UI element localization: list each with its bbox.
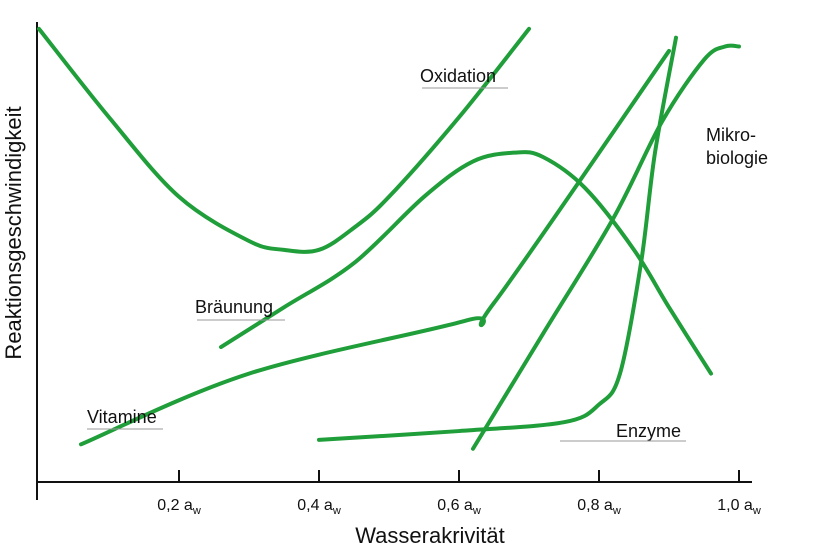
x-tick-label: 0,2 aw [157, 497, 201, 517]
curves [37, 26, 741, 451]
curve-oxidation [37, 26, 531, 254]
x-tick-label: 0,4 aw [297, 497, 341, 517]
curve-br-unung [219, 150, 713, 376]
curve-vitamine [79, 48, 671, 447]
y-axis-title: Reaktionsgeschwindigkeit [1, 106, 26, 359]
label-enzyme: Enzyme [616, 421, 681, 441]
curve-enzyme [317, 35, 678, 442]
label-br-unung: Bräunung [195, 297, 273, 317]
label-vitamine: Vitamine [87, 407, 157, 427]
curve-labels: Oxidation Bräunung Vitamine Enzyme Mikro-bio… [87, 66, 768, 442]
x-tick-label: 0,6 aw [437, 497, 481, 517]
label-mikrobiologie: Mikro-biologie [706, 125, 768, 168]
x-ticks: 0,2 aw 0,4 aw 0,6 aw 0,8 aw 1,0 aw [157, 470, 761, 517]
x-tick-label: 0,8 aw [577, 497, 621, 517]
x-axis-title: Wasserakrivität [355, 523, 505, 545]
curve-mikrobiologie [471, 43, 741, 451]
axes [36, 22, 752, 500]
x-tick-label: 1,0 aw [717, 497, 761, 517]
label-oxidation: Oxidation [420, 66, 496, 86]
